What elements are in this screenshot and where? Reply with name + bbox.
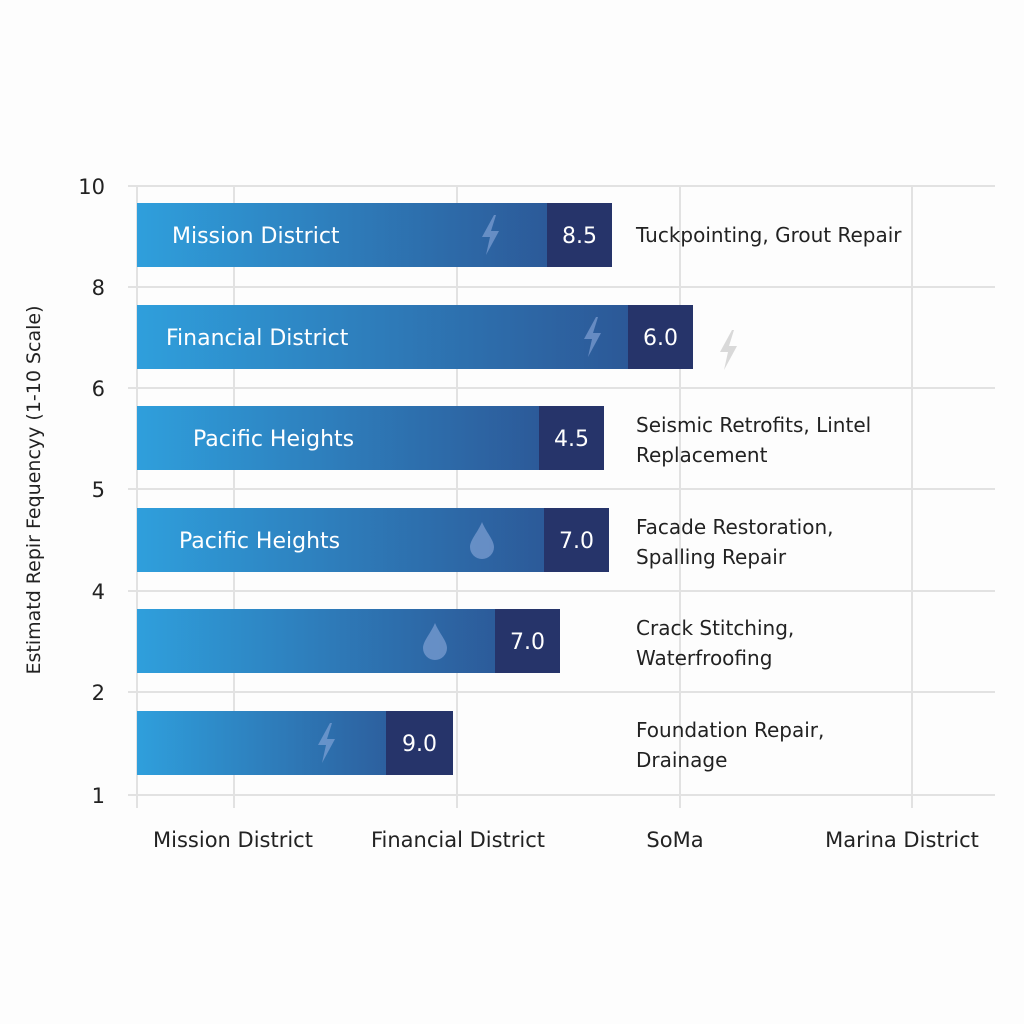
bar-value: 9.0 (402, 732, 437, 757)
bar-group: Pacific Heights 7.0 Facade Restoration, Spa… (137, 508, 833, 572)
lightning-icon (584, 317, 601, 357)
y-tick-label: 1 (92, 784, 105, 808)
bar[interactable] (137, 305, 693, 369)
value-box (547, 203, 612, 267)
bar-annotation: Spalling Repair (636, 545, 787, 569)
bar[interactable] (137, 609, 560, 673)
bar[interactable] (137, 203, 612, 267)
bar-annotation: Crack Stitching, (636, 616, 794, 640)
value-box (544, 508, 609, 572)
bar-annotation: Drainage (636, 748, 727, 772)
x-tick-label: Marina District (825, 828, 979, 852)
bar-group: Mission District 8.5 Tuckpointing, Grout R… (137, 203, 902, 267)
bar-annotation: Replacement (636, 443, 768, 467)
water-drop-icon (423, 623, 447, 660)
y-tick-label: 8 (92, 276, 105, 300)
bar-label: Pacific Heights (193, 427, 354, 452)
y-tick-label: 5 (92, 478, 105, 502)
bar-value: 6.0 (643, 326, 678, 351)
bar-group: 9.0 Foundation Repair, Drainage (137, 711, 824, 775)
bar[interactable] (137, 406, 604, 470)
bar-annotation: Waterfroofing (636, 646, 772, 670)
y-tick-label: 10 (78, 175, 105, 199)
value-box (628, 305, 693, 369)
lightning-icon (482, 215, 499, 255)
value-box (495, 609, 560, 673)
y-axis-label: Estimatd Repir Fequencyy (1-10 Scale) (23, 305, 45, 674)
bar-group: Financial District 6.0 (137, 305, 737, 370)
y-tick-label: 2 (92, 681, 105, 705)
bar-value: 8.5 (562, 224, 597, 249)
bar-group: Pacific Heights 4.5 Seismic Retrofits, Lin… (137, 406, 871, 470)
x-tick-label: SoMa (646, 828, 703, 852)
lightning-icon (720, 330, 737, 370)
y-tick-label: 4 (92, 580, 105, 604)
bar-value: 4.5 (554, 427, 589, 452)
bar-annotation: Foundation Repair, (636, 718, 824, 742)
y-tick-label: 6 (92, 377, 105, 401)
bar-value: 7.0 (559, 529, 594, 554)
bar-annotation: Tuckpointing, Grout Repair (635, 223, 902, 247)
bar[interactable] (137, 508, 609, 572)
water-drop-icon (470, 522, 494, 559)
bar-annotation: Seismic Retrofits, Lintel (636, 413, 871, 437)
bar-label: Pacific Heights (179, 529, 340, 554)
bar-group: 7.0 Crack Stitching, Waterfroofing (137, 609, 794, 673)
x-tick-label: Mission District (153, 828, 313, 852)
bar-annotation: Facade Restoration, (636, 515, 833, 539)
bar-label: Financial District (166, 326, 349, 351)
bar-label: Mission District (172, 224, 340, 249)
lightning-icon (318, 723, 335, 763)
value-box (386, 711, 453, 775)
value-box (539, 406, 604, 470)
bar-value: 7.0 (510, 630, 545, 655)
x-tick-label: Financial District (371, 828, 545, 852)
